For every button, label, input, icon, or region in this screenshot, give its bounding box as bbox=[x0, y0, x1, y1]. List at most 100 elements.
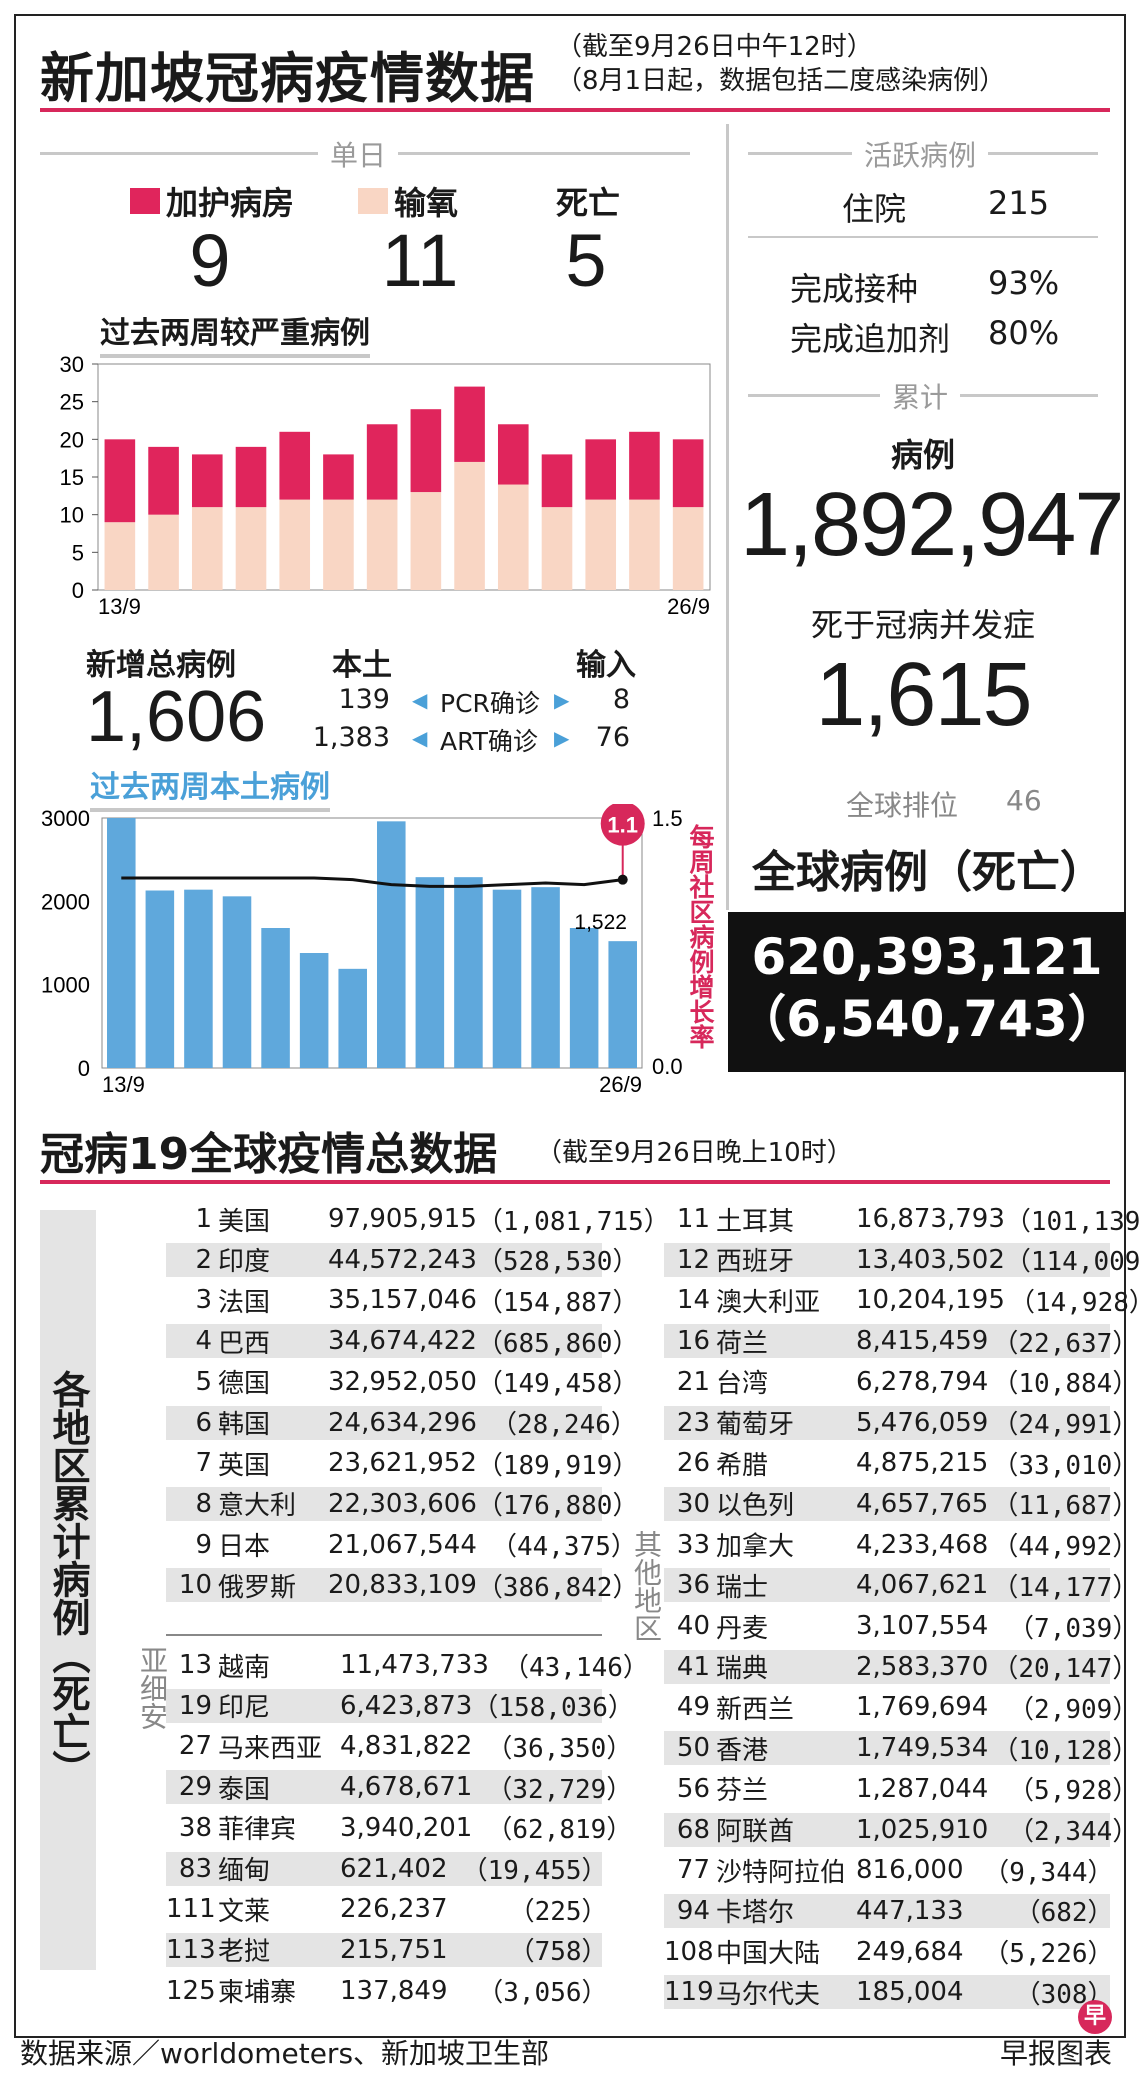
country-deaths: （682） bbox=[1014, 1898, 1114, 1929]
world-subtitle: （截至9月26日晚上10时） bbox=[536, 1138, 853, 1168]
plot-area bbox=[101, 817, 643, 1069]
table-row: 19 印尼 6,423,873 （158,036） bbox=[166, 1688, 634, 1723]
icu-swatch bbox=[130, 188, 160, 214]
table-row: 13 越南 11,473,733 （43,146） bbox=[166, 1648, 649, 1683]
icu-bar bbox=[454, 386, 485, 462]
table-row: 113 老挝 215,751 （758） bbox=[166, 1932, 608, 1967]
country-cases: 2,583,370 bbox=[856, 1651, 989, 1682]
local-case-bar bbox=[377, 821, 406, 1068]
country-rank: 36 bbox=[676, 1570, 710, 1601]
table-row: 5 德国 32,952,050 （149,458） bbox=[166, 1365, 638, 1400]
x-tick-label: 13/9 bbox=[102, 1072, 145, 1097]
icu-bar bbox=[323, 454, 354, 500]
new-cases-label: 新增总病例 bbox=[86, 648, 236, 683]
country-cases: 21,067,544 bbox=[328, 1529, 477, 1560]
country-name: 法国 bbox=[218, 1287, 271, 1318]
local-case-bar bbox=[608, 941, 637, 1068]
oxygen-bar bbox=[366, 499, 398, 590]
country-rank: 108 bbox=[664, 1936, 714, 1967]
world-rank-label: 全球排位 bbox=[846, 789, 959, 822]
local-case-bar bbox=[145, 890, 175, 1068]
country-cases: 3,107,554 bbox=[856, 1611, 989, 1641]
y2-tick-label: 1.5 bbox=[652, 806, 683, 831]
country-deaths: （2,344） bbox=[1008, 1817, 1139, 1847]
country-rank: 21 bbox=[676, 1366, 710, 1397]
oxygen-bar bbox=[585, 499, 617, 590]
booster-label: 完成追加剂 bbox=[790, 320, 951, 358]
country-rank: 8 bbox=[195, 1488, 212, 1519]
country-deaths: （32,729） bbox=[486, 1774, 633, 1805]
local-case-bar bbox=[184, 889, 213, 1068]
cumulative-cases-value: 1,892,947 bbox=[740, 475, 1124, 575]
country-deaths: （386,842） bbox=[476, 1572, 639, 1603]
country-cases: 4,657,765 bbox=[856, 1488, 989, 1519]
local-case-bar bbox=[107, 818, 136, 1068]
y-tick-label: 2000 bbox=[41, 889, 90, 914]
country-cases: 137,849 bbox=[340, 1975, 448, 2006]
country-cases: 8,415,459 bbox=[856, 1326, 989, 1357]
country-deaths: （5,226） bbox=[983, 1939, 1114, 1970]
country-rank: 83 bbox=[178, 1853, 212, 1884]
oxygen-label: 输氧 bbox=[358, 178, 458, 224]
table-row: 40 丹麦 3,107,554 （7,039） bbox=[664, 1609, 1138, 1644]
local-cases-chart: 0 1000 2000 3000 1.5 0.0 1.1 1,522 13/9 26/9 每周社区病… bbox=[41, 804, 715, 1097]
country-name: 文莱 bbox=[218, 1896, 271, 1927]
icu-value: 9 bbox=[189, 219, 231, 302]
icu-bar bbox=[410, 409, 442, 493]
country-rank: 125 bbox=[166, 1975, 216, 2006]
table-row: 77 沙特阿拉伯 816,000 （9,344） bbox=[664, 1853, 1114, 1888]
local-case-bar bbox=[454, 877, 483, 1068]
local-case-bar bbox=[222, 896, 252, 1068]
country-cases: 34,674,422 bbox=[328, 1326, 477, 1357]
country-deaths: （44,375） bbox=[490, 1532, 637, 1563]
country-deaths: （14,928） bbox=[1008, 1287, 1140, 1318]
icu-bar bbox=[279, 431, 311, 500]
country-cases: 5,476,059 bbox=[856, 1407, 989, 1438]
country-name: 缅甸 bbox=[218, 1856, 271, 1886]
country-deaths: （33,010） bbox=[992, 1450, 1139, 1481]
cumulative-section-label: 累计 bbox=[880, 376, 961, 416]
table-row: 7 英国 23,621,952 （189,919） bbox=[166, 1446, 638, 1481]
country-deaths: （36,350） bbox=[486, 1733, 633, 1764]
country-name: 俄罗斯 bbox=[218, 1572, 297, 1603]
pcr-label: PCR确诊 bbox=[440, 689, 540, 718]
y-tick-label: 30 bbox=[60, 352, 84, 377]
country-cases: 6,423,873 bbox=[340, 1690, 473, 1721]
country-deaths: （758） bbox=[508, 1937, 608, 1968]
table-row: 33 加拿大 4,233,468 （44,992） bbox=[664, 1528, 1138, 1563]
oxygen-bar bbox=[629, 499, 660, 590]
country-deaths: （101,139） bbox=[1004, 1206, 1140, 1237]
country-deaths: （528,530） bbox=[476, 1247, 639, 1278]
country-name: 葡萄牙 bbox=[716, 1410, 795, 1440]
country-name: 希腊 bbox=[716, 1450, 769, 1481]
table-row: 36 瑞士 4,067,621 （14,177） bbox=[664, 1568, 1138, 1603]
country-name: 瑞典 bbox=[716, 1654, 769, 1685]
country-rank: 6 bbox=[195, 1407, 212, 1438]
table-row: 56 芬兰 1,287,044 （5,928） bbox=[664, 1772, 1138, 1807]
country-deaths: （3,056） bbox=[477, 1978, 608, 2009]
country-name: 菲律宾 bbox=[218, 1815, 297, 1846]
oxygen-bar bbox=[541, 507, 573, 590]
table-row: 16 荷兰 8,415,459 （22,637） bbox=[664, 1324, 1138, 1359]
country-cases: 1,287,044 bbox=[856, 1773, 989, 1804]
country-cases: 6,278,794 bbox=[856, 1366, 989, 1397]
table-row: 4 巴西 34,674,422 （685,860） bbox=[166, 1324, 638, 1359]
country-rank: 27 bbox=[178, 1731, 212, 1762]
country-rank: 1 bbox=[195, 1204, 212, 1234]
country-rank: 2 bbox=[195, 1244, 212, 1275]
table-row: 119 马尔代夫 185,004 （308） bbox=[664, 1975, 1114, 2010]
oxygen-bar bbox=[279, 499, 311, 590]
country-rank: 119 bbox=[664, 1977, 714, 2008]
active-sub-divider bbox=[748, 236, 1098, 238]
daily-section-label: 单日 bbox=[318, 134, 399, 174]
table-row: 23 葡萄牙 5,476,059 （24,991） bbox=[664, 1405, 1138, 1440]
country-deaths: （149,458） bbox=[476, 1369, 639, 1400]
x-tick-label: 26/9 bbox=[667, 594, 710, 619]
table-row: 41 瑞典 2,583,370 （20,147） bbox=[664, 1649, 1138, 1685]
country-name: 日本 bbox=[218, 1532, 271, 1563]
country-rank: 13 bbox=[178, 1650, 212, 1680]
table-row: 29 泰国 4,678,671 （32,729） bbox=[166, 1770, 632, 1805]
country-deaths: （19,455） bbox=[461, 1856, 608, 1886]
